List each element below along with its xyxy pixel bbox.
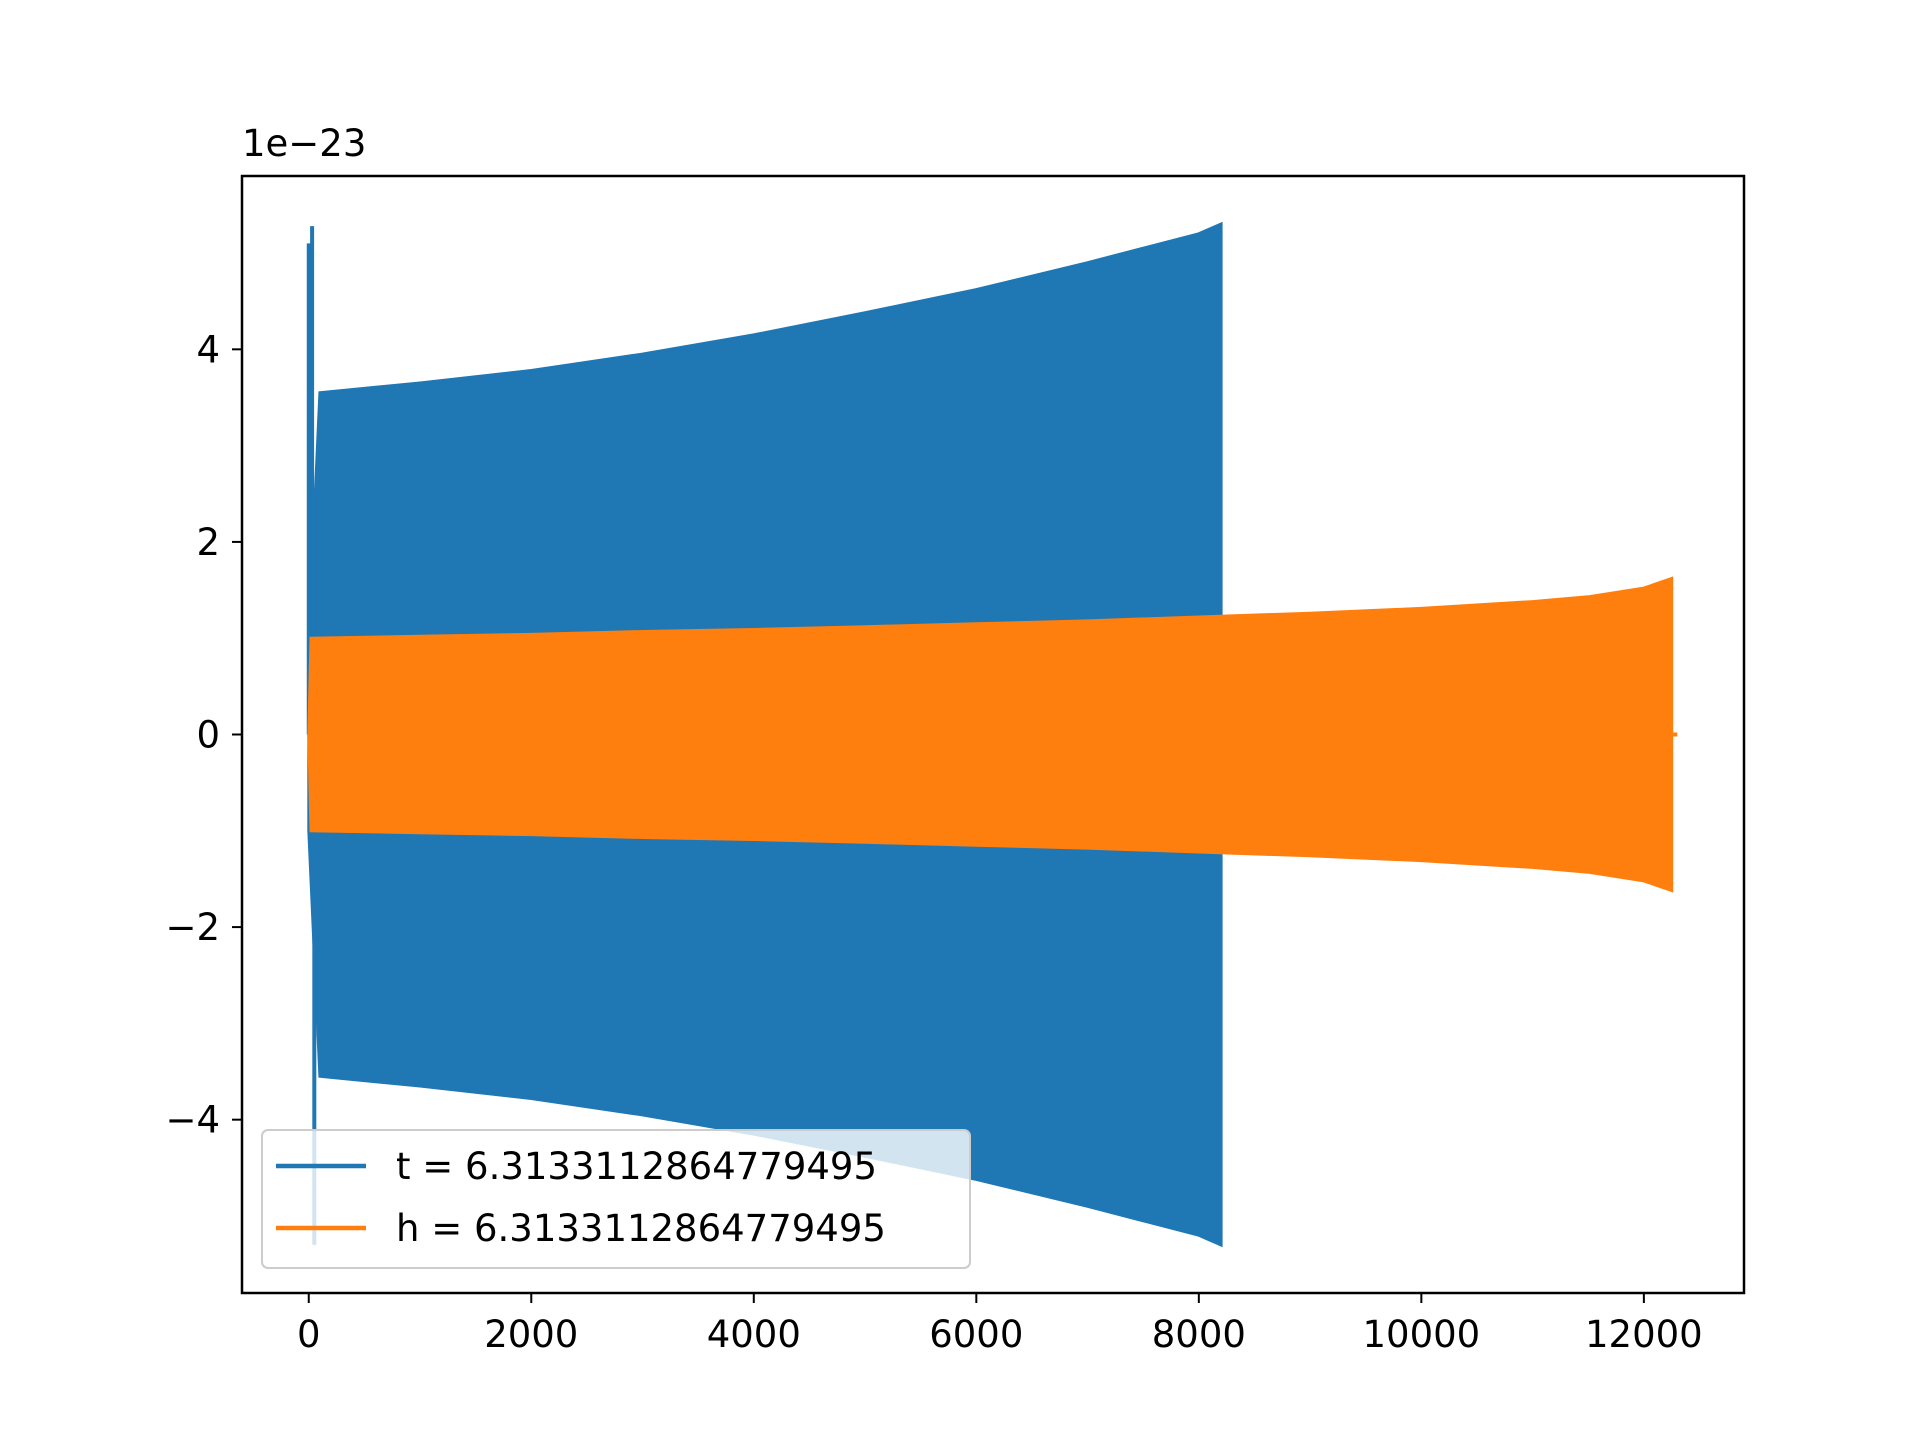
x-tick-label-3: 6000 — [929, 1313, 1023, 1356]
x-axis: 0 2000 4000 6000 8000 10000 12000 — [297, 1293, 1703, 1356]
x-tick-label-6: 12000 — [1585, 1313, 1703, 1356]
legend-label-h: h = 6.3133112864779495 — [396, 1207, 886, 1250]
x-tick-label-0: 0 — [297, 1313, 321, 1356]
plot-area — [306, 221, 1678, 1248]
y-tick-label-2: 0 — [196, 714, 220, 757]
y-tick-label-1: −2 — [165, 906, 220, 949]
y-tick-label-4: 4 — [196, 328, 220, 371]
y-axis: −4 −2 0 2 4 — [165, 328, 242, 1142]
y-offset-label: 1e−23 — [242, 122, 366, 165]
legend: t = 6.3133112864779495 h = 6.31331128647… — [261, 1129, 971, 1269]
x-tick-label-1: 2000 — [484, 1313, 578, 1356]
legend-label-t: t = 6.3133112864779495 — [396, 1145, 877, 1188]
y-tick-label-0: −4 — [165, 1099, 220, 1142]
y-tick-label-3: 2 — [196, 521, 220, 564]
legend-box — [261, 1129, 971, 1269]
x-tick-label-5: 10000 — [1362, 1313, 1480, 1356]
x-tick-label-2: 4000 — [707, 1313, 801, 1356]
x-tick-label-4: 8000 — [1152, 1313, 1246, 1356]
